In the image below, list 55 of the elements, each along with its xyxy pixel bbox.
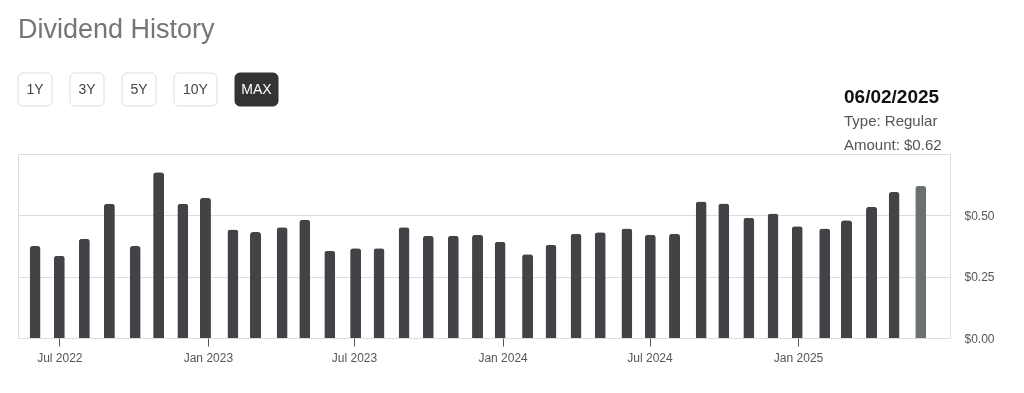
text: 5Y <box>130 80 149 97</box>
bar <box>791 226 803 338</box>
y-tick-label: $0.00 <box>964 331 995 346</box>
bar <box>250 232 262 338</box>
x-tick-label: Jan 2023 <box>183 350 234 365</box>
x-tick-label: Jan 2024 <box>478 350 529 365</box>
bar <box>472 234 484 338</box>
x-tick-label: Jul 2022 <box>37 350 83 365</box>
text: Amount: $0.62 <box>844 136 942 153</box>
bar <box>350 248 362 338</box>
text: 06/02/2025 <box>844 86 940 107</box>
bar <box>324 250 336 338</box>
x-tick-label: Jan 2025 <box>773 350 824 365</box>
bar <box>522 254 534 338</box>
bar <box>767 213 779 338</box>
text: 3Y <box>78 80 97 97</box>
bar <box>718 203 730 338</box>
bar <box>78 238 90 338</box>
bar <box>299 219 311 338</box>
bar <box>888 192 900 338</box>
bar <box>669 233 681 338</box>
bar <box>915 185 927 338</box>
y-tick-label: $0.50 <box>964 208 995 223</box>
bar <box>594 232 606 338</box>
bar <box>841 220 852 338</box>
bar <box>177 203 189 338</box>
bar <box>373 248 385 338</box>
bar <box>129 246 141 338</box>
text: 1Y <box>26 80 45 97</box>
bar <box>621 228 633 338</box>
bar <box>743 217 755 338</box>
bar <box>494 241 506 338</box>
bar <box>276 227 288 338</box>
x-tick-label: Jul 2023 <box>331 350 378 365</box>
text: 10Y <box>183 80 209 97</box>
text: MAX <box>241 80 273 97</box>
bar <box>819 228 831 338</box>
bar <box>695 201 707 338</box>
bar <box>866 206 878 338</box>
bar <box>227 229 239 338</box>
x-tick-label: Jul 2024 <box>627 350 674 365</box>
bar <box>644 234 656 338</box>
bar <box>447 235 459 338</box>
bar <box>199 197 211 338</box>
y-tick-label: $0.25 <box>964 270 995 285</box>
bar <box>422 235 434 338</box>
bar <box>398 227 410 338</box>
bar <box>53 255 65 338</box>
chart-title: Dividend History <box>18 14 216 44</box>
bar <box>29 246 41 338</box>
bar <box>545 244 557 338</box>
bar <box>570 233 582 338</box>
text: Type: Regular <box>844 112 938 129</box>
bar <box>103 203 115 338</box>
bar <box>153 172 165 338</box>
